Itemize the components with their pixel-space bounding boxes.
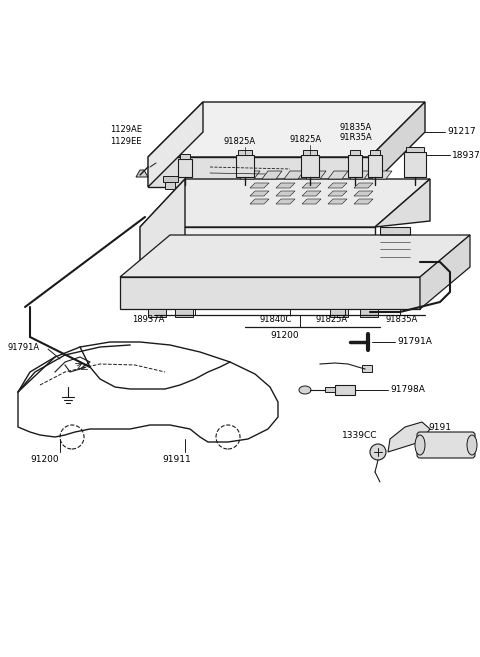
Text: 91200: 91200 bbox=[30, 455, 59, 463]
Polygon shape bbox=[328, 171, 348, 179]
Polygon shape bbox=[362, 365, 372, 372]
Polygon shape bbox=[420, 235, 470, 309]
Polygon shape bbox=[140, 227, 375, 269]
Polygon shape bbox=[238, 150, 252, 155]
Polygon shape bbox=[262, 171, 282, 179]
Polygon shape bbox=[335, 385, 355, 395]
Polygon shape bbox=[165, 179, 175, 189]
Text: 91835A: 91835A bbox=[385, 315, 417, 325]
Text: 1339CC: 1339CC bbox=[342, 430, 377, 440]
Polygon shape bbox=[368, 155, 382, 177]
Polygon shape bbox=[370, 102, 425, 187]
Polygon shape bbox=[178, 159, 192, 177]
Polygon shape bbox=[388, 422, 430, 452]
Text: 91200: 91200 bbox=[270, 330, 299, 340]
Polygon shape bbox=[406, 147, 424, 152]
Text: 91825A: 91825A bbox=[315, 315, 347, 325]
Text: 91791A: 91791A bbox=[397, 338, 432, 346]
Polygon shape bbox=[350, 150, 360, 155]
Polygon shape bbox=[328, 199, 347, 204]
Polygon shape bbox=[140, 179, 185, 309]
Polygon shape bbox=[180, 154, 190, 159]
Polygon shape bbox=[302, 199, 321, 204]
Ellipse shape bbox=[415, 435, 425, 455]
Text: 1129AE: 1129AE bbox=[110, 124, 142, 133]
Polygon shape bbox=[354, 183, 373, 188]
Text: 91R35A: 91R35A bbox=[340, 133, 373, 141]
Polygon shape bbox=[120, 277, 420, 309]
Polygon shape bbox=[328, 183, 347, 188]
Text: 91791A: 91791A bbox=[8, 342, 40, 351]
Polygon shape bbox=[330, 309, 348, 317]
Text: 91825A: 91825A bbox=[224, 137, 256, 145]
Text: 91217: 91217 bbox=[447, 127, 476, 137]
Polygon shape bbox=[148, 102, 203, 187]
Polygon shape bbox=[276, 199, 295, 204]
Polygon shape bbox=[302, 183, 321, 188]
Polygon shape bbox=[404, 152, 426, 177]
Polygon shape bbox=[136, 170, 148, 177]
Polygon shape bbox=[302, 191, 321, 196]
Polygon shape bbox=[301, 155, 319, 177]
Text: 91911: 91911 bbox=[162, 455, 191, 463]
Text: 91840C: 91840C bbox=[260, 315, 292, 325]
Polygon shape bbox=[175, 309, 193, 317]
Polygon shape bbox=[148, 102, 425, 157]
Polygon shape bbox=[375, 179, 430, 227]
Polygon shape bbox=[306, 171, 326, 179]
FancyBboxPatch shape bbox=[417, 432, 475, 458]
Polygon shape bbox=[163, 176, 178, 182]
Polygon shape bbox=[380, 227, 410, 262]
Polygon shape bbox=[370, 150, 380, 155]
Polygon shape bbox=[276, 191, 295, 196]
Polygon shape bbox=[328, 191, 347, 196]
Polygon shape bbox=[348, 155, 362, 177]
Polygon shape bbox=[354, 199, 373, 204]
Polygon shape bbox=[148, 309, 166, 317]
Polygon shape bbox=[350, 171, 370, 179]
Polygon shape bbox=[303, 150, 317, 155]
Text: 1129EE: 1129EE bbox=[110, 137, 142, 145]
Text: 18937A: 18937A bbox=[452, 150, 480, 160]
Polygon shape bbox=[372, 171, 392, 179]
Polygon shape bbox=[325, 387, 335, 392]
Polygon shape bbox=[250, 199, 269, 204]
Text: 91798A: 91798A bbox=[390, 386, 425, 394]
Polygon shape bbox=[240, 171, 260, 179]
Circle shape bbox=[370, 444, 386, 460]
Polygon shape bbox=[284, 171, 304, 179]
Polygon shape bbox=[236, 155, 254, 177]
Text: 18937A: 18937A bbox=[132, 315, 164, 325]
Text: 91835A: 91835A bbox=[340, 122, 372, 131]
Ellipse shape bbox=[299, 386, 311, 394]
Text: 9191: 9191 bbox=[429, 422, 452, 432]
Polygon shape bbox=[354, 191, 373, 196]
Polygon shape bbox=[140, 179, 430, 227]
Polygon shape bbox=[276, 183, 295, 188]
Polygon shape bbox=[360, 309, 378, 317]
Polygon shape bbox=[250, 191, 269, 196]
Ellipse shape bbox=[467, 435, 477, 455]
Polygon shape bbox=[18, 342, 278, 442]
Polygon shape bbox=[120, 235, 470, 277]
Polygon shape bbox=[250, 183, 269, 188]
Polygon shape bbox=[148, 157, 370, 187]
Text: 91825A: 91825A bbox=[290, 135, 322, 143]
